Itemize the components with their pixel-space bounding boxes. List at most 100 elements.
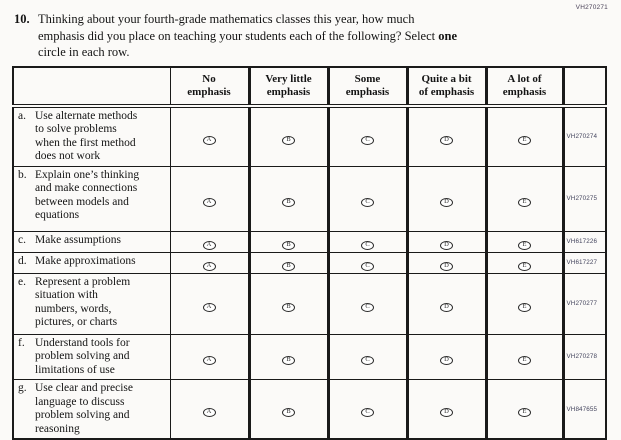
cell-a-very-little: B: [247, 105, 328, 167]
bubble-g-a-lot[interactable]: E: [518, 407, 531, 417]
code-column-header: [561, 67, 606, 108]
row-b-stem: b. Explain one’s thinking and make conne…: [13, 165, 170, 232]
bubble-e-some[interactable]: C: [361, 302, 374, 312]
col-header-quite-a-bit: Quite a bit of emphasis: [405, 67, 486, 108]
cell-e-some: C: [326, 272, 407, 335]
bubble-c-quite-a-bit[interactable]: D: [440, 240, 453, 250]
row-g-text: Use clear and precise language to discus…: [35, 382, 134, 435]
cell-b-very-little: B: [247, 165, 328, 232]
row-g-stem: g. Use clear and precise language to dis…: [13, 379, 170, 439]
bubble-g-quite-a-bit[interactable]: D: [440, 407, 453, 417]
bubble-c-a-lot[interactable]: E: [518, 240, 531, 250]
bubble-b-quite-a-bit[interactable]: D: [440, 197, 453, 207]
row-f-letter: f.: [18, 336, 25, 349]
bubble-g-very-little[interactable]: B: [282, 407, 295, 417]
bubble-d-no-emphasis[interactable]: A: [202, 261, 216, 271]
row-d-stem: d. Make approximations: [13, 251, 170, 274]
cell-c-very-little: B: [247, 230, 328, 253]
row-a-letter: a.: [18, 110, 26, 122]
cell-c-quite-a-bit: D: [405, 230, 486, 253]
table-row-e: e. Represent a problem situation with nu…: [13, 272, 606, 335]
bubble-c-some[interactable]: C: [361, 240, 374, 250]
bubble-e-no-emphasis[interactable]: A: [202, 302, 216, 312]
bubble-b-a-lot[interactable]: E: [518, 197, 531, 207]
bubble-f-very-little[interactable]: B: [282, 355, 295, 365]
cell-d-no-emphasis: A: [169, 251, 249, 274]
bubble-a-some[interactable]: C: [361, 135, 374, 145]
bubble-b-very-little[interactable]: B: [282, 197, 295, 207]
cell-a-no-emphasis: A: [169, 105, 249, 167]
question-text-part1: Thinking about your fourth-grade mathema…: [38, 12, 436, 43]
bubble-a-no-emphasis[interactable]: A: [202, 135, 216, 145]
bubble-f-quite-a-bit[interactable]: D: [440, 355, 453, 365]
row-c-letter: c.: [18, 233, 26, 246]
bubble-f-some[interactable]: C: [361, 355, 374, 365]
stem-column-header: [13, 67, 170, 108]
col-header-some-emphasis: Some emphasis: [326, 67, 407, 108]
bubble-e-a-lot[interactable]: E: [518, 302, 531, 312]
row-a-stem: a. Use alternate methods to solve proble…: [13, 105, 170, 167]
cell-d-very-little: B: [247, 251, 328, 274]
cell-e-quite-a-bit: D: [405, 272, 486, 335]
cell-b-a-lot: E: [484, 165, 563, 232]
bubble-d-quite-a-bit[interactable]: D: [440, 261, 453, 271]
cell-f-very-little: B: [247, 333, 328, 380]
cell-e-a-lot: E: [484, 272, 563, 335]
row-b-letter: b.: [18, 168, 27, 181]
question-block: 10. Thinking about your fourth-grade mat…: [14, 11, 574, 61]
cell-b-quite-a-bit: D: [405, 165, 486, 232]
row-a-code: VH270274: [561, 105, 606, 167]
cell-g-some: C: [326, 379, 407, 439]
bubble-a-a-lot[interactable]: E: [518, 135, 531, 145]
table-row-b: b. Explain one’s thinking and make conne…: [13, 165, 606, 232]
row-c-text: Make assumptions: [35, 233, 121, 246]
bubble-d-very-little[interactable]: B: [282, 261, 295, 271]
row-e-stem: e. Represent a problem situation with nu…: [13, 272, 170, 335]
row-d-letter: d.: [18, 254, 27, 267]
cell-a-a-lot: E: [484, 105, 563, 167]
bubble-g-some[interactable]: C: [361, 407, 374, 417]
cell-f-a-lot: E: [484, 333, 563, 380]
cell-g-quite-a-bit: D: [405, 379, 486, 439]
col-header-very-little: Very little emphasis: [247, 67, 328, 108]
question-bold-word: one: [438, 28, 457, 43]
bubble-g-no-emphasis[interactable]: A: [202, 407, 216, 417]
bubble-d-some[interactable]: C: [361, 261, 374, 271]
accession-code-top: VH270271: [575, 4, 608, 11]
bubble-e-quite-a-bit[interactable]: D: [440, 302, 453, 312]
bubble-f-no-emphasis[interactable]: A: [202, 355, 216, 365]
cell-b-no-emphasis: A: [169, 165, 249, 232]
bubble-b-some[interactable]: C: [361, 197, 374, 207]
questionnaire-page: VH270271 10. Thinking about your fourth-…: [12, 4, 608, 440]
row-f-stem: f. Understand tools for problem solving …: [13, 333, 170, 380]
table-row-f: f. Understand tools for problem solving …: [13, 333, 606, 380]
bubble-d-a-lot[interactable]: E: [518, 261, 531, 271]
table-row-g: g. Use clear and precise language to dis…: [13, 379, 606, 439]
bubble-a-very-little[interactable]: B: [282, 135, 295, 145]
cell-f-quite-a-bit: D: [405, 333, 486, 380]
cell-f-some: C: [326, 333, 407, 380]
row-b-text: Explain one’s thinking and make connecti…: [35, 168, 140, 222]
bubble-f-a-lot[interactable]: E: [518, 355, 531, 365]
row-c-code: VH617226: [561, 230, 606, 253]
bubble-e-very-little[interactable]: B: [282, 302, 295, 312]
cell-c-a-lot: E: [484, 230, 563, 253]
bubble-b-no-emphasis[interactable]: A: [202, 197, 216, 207]
bubble-c-no-emphasis[interactable]: A: [202, 240, 216, 250]
bubble-c-very-little[interactable]: B: [282, 240, 295, 250]
col-header-a-lot-of-emphasis: A lot of emphasis: [484, 67, 563, 108]
cell-f-no-emphasis: A: [169, 333, 249, 380]
question-text-part2: circle in each row.: [38, 45, 130, 59]
cell-e-no-emphasis: A: [169, 272, 249, 335]
table-row-a: a. Use alternate methods to solve proble…: [13, 105, 606, 167]
cell-d-quite-a-bit: D: [405, 251, 486, 274]
cell-a-some: C: [326, 105, 407, 167]
table-row-c: c. Make assumptions A B C D E VH617226: [13, 230, 606, 253]
cell-g-no-emphasis: A: [169, 379, 249, 439]
header-row: No emphasis Very little emphasis Some em…: [13, 67, 606, 108]
cell-e-very-little: B: [247, 272, 328, 335]
row-f-text: Understand tools for problem solving and…: [35, 336, 130, 376]
bubble-a-quite-a-bit[interactable]: D: [440, 135, 453, 145]
cell-g-a-lot: E: [484, 379, 563, 439]
question-number: 10.: [14, 12, 30, 26]
